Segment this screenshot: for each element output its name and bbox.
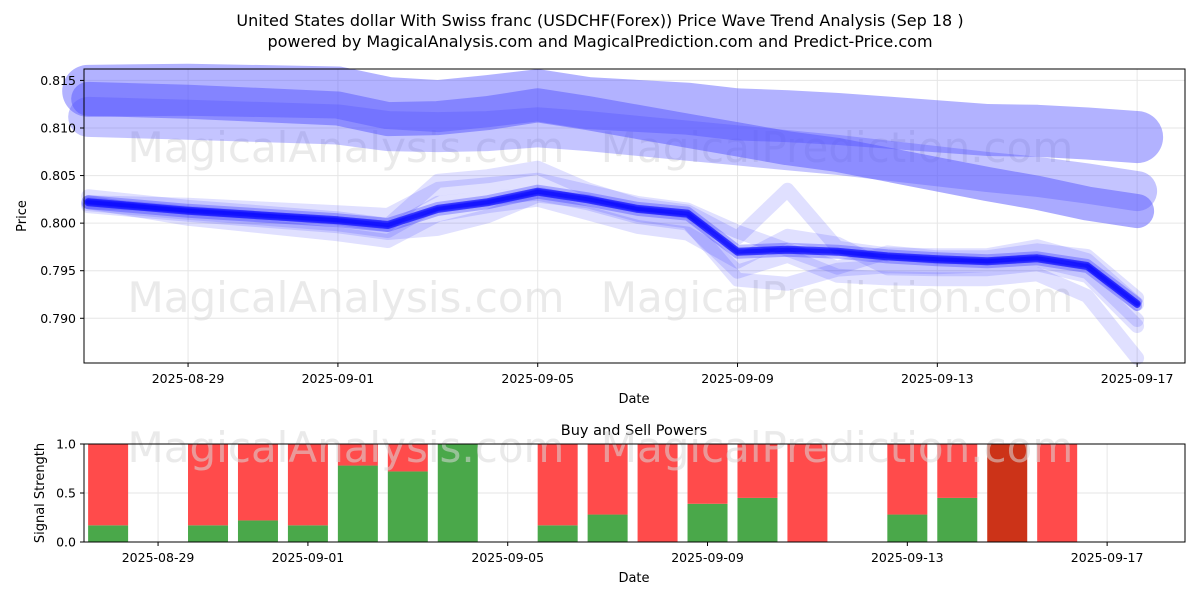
watermark: MagicalAnalysis.com	[128, 123, 565, 172]
y-tick-label: 0.810	[40, 120, 76, 135]
top-x-ticks: 2025-08-29 2025-09-01 2025-09-05 2025-09-09…	[152, 363, 1174, 386]
wave-envelope-line	[81, 186, 1145, 365]
top-plot-area	[62, 63, 1164, 365]
buy-bar	[587, 514, 628, 542]
watermark: MagicalAnalysis.com	[128, 423, 565, 472]
bottom-chart-title: Buy and Sell Powers	[561, 423, 707, 439]
sell-bar	[1037, 444, 1078, 542]
y-tick-label: 0.795	[40, 263, 76, 278]
sell-bar	[937, 444, 978, 498]
buy-bar	[188, 525, 229, 542]
upper-band-core	[71, 81, 1155, 229]
buy-bar	[887, 514, 928, 542]
chart-subtitle: powered by MagicalAnalysis.com and Magic…	[267, 32, 932, 51]
sell-bar	[737, 444, 778, 498]
bottom-y-axis-label: Signal Strength	[33, 443, 48, 543]
x-tick-label: 2025-08-29	[122, 550, 195, 565]
wave-series-line	[85, 187, 1141, 306]
x-tick-label: 2025-09-09	[671, 550, 744, 565]
sell-bar	[88, 444, 129, 526]
top-y-ticks: 0.790 0.795 0.800 0.805 0.810 0.815	[40, 73, 84, 326]
y-tick-label: 0.0	[56, 535, 76, 550]
bottom-watermarks: MagicalAnalysis.com MagicalPrediction.co…	[128, 423, 1074, 472]
sell-bar	[188, 444, 229, 526]
watermark: MagicalPrediction.com	[601, 423, 1074, 472]
y-tick-label: 0.5	[56, 486, 76, 501]
bottom-bars	[88, 444, 1078, 542]
sell-bar	[987, 444, 1028, 542]
buy-bar	[937, 497, 978, 542]
wave-series-line	[83, 188, 1143, 311]
x-tick-label: 2025-09-17	[1101, 371, 1174, 386]
buy-bar	[537, 525, 578, 542]
sell-bar	[287, 444, 328, 526]
y-tick-label: 1.0	[56, 437, 76, 452]
wave-series-line	[84, 187, 1142, 308]
watermark: MagicalAnalysis.com	[128, 273, 565, 322]
wave-envelope-line	[81, 192, 1145, 333]
buy-bar	[737, 497, 778, 542]
x-tick-label: 2025-09-09	[701, 371, 774, 386]
buy-bar	[687, 503, 728, 542]
bottom-x-axis-label: Date	[618, 571, 649, 586]
sell-bar	[387, 444, 428, 472]
x-tick-label: 2025-09-05	[471, 550, 544, 565]
y-tick-label: 0.805	[40, 168, 76, 183]
wave-envelope-line	[81, 172, 1145, 305]
buy-bar	[287, 525, 328, 542]
x-tick-label: 2025-09-13	[901, 371, 974, 386]
x-tick-label: 2025-09-01	[272, 550, 345, 565]
sell-bar	[687, 444, 728, 504]
y-tick-label: 0.800	[40, 216, 76, 231]
x-tick-label: 2025-09-01	[302, 371, 375, 386]
sell-bar	[587, 444, 628, 515]
wave-series-line	[85, 189, 1141, 308]
top-axes-frame	[83, 68, 1186, 364]
top-y-axis-label: Price	[15, 200, 30, 232]
wave-envelope-line	[81, 188, 1145, 327]
buy-bar	[337, 465, 378, 542]
wave-envelope-line	[81, 160, 1145, 311]
sell-bar	[537, 444, 578, 526]
chart-title: United States dollar With Swiss franc (U…	[236, 11, 963, 30]
watermark: MagicalPrediction.com	[601, 273, 1074, 322]
sell-bar	[237, 444, 278, 521]
sell-bar	[887, 444, 928, 515]
y-tick-label: 0.790	[40, 311, 76, 326]
buy-bar	[88, 525, 129, 542]
x-tick-label: 2025-08-29	[152, 371, 225, 386]
sell-bar	[787, 444, 828, 542]
buy-bar	[387, 471, 428, 542]
y-tick-label: 0.815	[40, 73, 76, 88]
bottom-y-ticks: 0.0 0.5 1.0	[56, 437, 84, 550]
x-tick-label: 2025-09-05	[501, 371, 574, 386]
buy-bar	[437, 444, 478, 542]
bottom-x-ticks: 2025-08-29 2025-09-01 2025-09-05 2025-09-09…	[122, 542, 1144, 565]
sell-bar	[637, 444, 678, 542]
sell-bar	[337, 444, 378, 466]
top-x-axis-label: Date	[618, 392, 649, 407]
buy-bar	[237, 520, 278, 542]
x-tick-label: 2025-09-13	[871, 550, 944, 565]
x-tick-label: 2025-09-17	[1071, 550, 1144, 565]
wave-series-line	[83, 184, 1143, 307]
